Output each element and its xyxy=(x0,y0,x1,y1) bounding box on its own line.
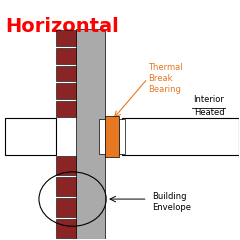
Bar xyxy=(122,118,239,155)
Bar xyxy=(56,101,76,117)
Bar xyxy=(56,219,76,238)
Bar xyxy=(56,156,76,175)
Text: Thermal
Break
Bearing: Thermal Break Bearing xyxy=(148,63,182,94)
Bar xyxy=(56,66,76,81)
Bar xyxy=(56,198,76,217)
Bar xyxy=(56,48,76,64)
Text: Cooled: Cooled xyxy=(194,134,223,143)
Text: Horizontal: Horizontal xyxy=(5,17,119,36)
Text: Heated: Heated xyxy=(194,108,224,117)
Text: Exterior: Exterior xyxy=(5,128,39,137)
Bar xyxy=(56,84,76,99)
Text: Building
Envelope: Building Envelope xyxy=(152,192,191,212)
Bar xyxy=(5,118,56,155)
Bar xyxy=(119,119,125,154)
Bar xyxy=(56,177,76,196)
Bar xyxy=(76,29,105,239)
Bar xyxy=(99,119,105,154)
Text: or: or xyxy=(205,121,213,130)
Bar xyxy=(56,30,76,46)
Text: Interior: Interior xyxy=(193,95,224,104)
Bar xyxy=(105,116,119,156)
